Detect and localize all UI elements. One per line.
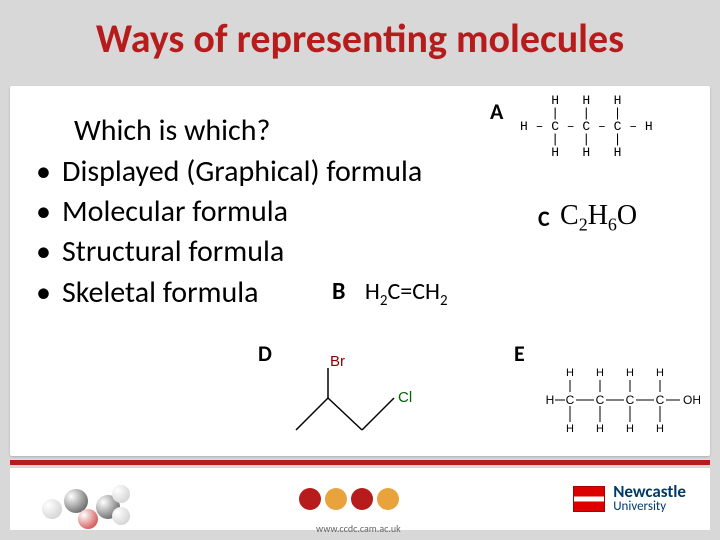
- skeletal-svg: Br Cl: [286, 352, 436, 452]
- condensed-svg: HCHHCHHCHHCHHOH: [540, 352, 700, 442]
- svg-text:H: H: [566, 423, 574, 435]
- svg-text:C: C: [626, 393, 635, 407]
- bullet-text: Molecular formula: [62, 192, 288, 232]
- label-a: A: [490, 98, 503, 125]
- svg-text:H: H: [566, 367, 574, 379]
- ccdc-logo: [299, 488, 399, 510]
- label-b: B: [332, 277, 345, 306]
- svg-text:C: C: [596, 393, 605, 407]
- figure-e: HCHHCHHCHHCHHOH: [540, 352, 700, 442]
- label-d: D: [258, 340, 272, 367]
- list-item: • Molecular formula: [36, 192, 422, 232]
- footer: Newcastle University: [10, 468, 710, 530]
- list-item: • Displayed (Graphical) formula: [36, 152, 422, 192]
- figure-d: Br Cl: [286, 352, 436, 452]
- figure-b: B H2C=CH2: [332, 277, 448, 310]
- svg-text:Cl: Cl: [398, 389, 412, 406]
- university-logo: Newcastle University: [573, 484, 686, 514]
- bullet-icon: •: [36, 152, 62, 192]
- bullet-icon: •: [36, 232, 62, 272]
- accent-line: [10, 460, 710, 465]
- bullet-icon: •: [36, 273, 62, 313]
- bullet-text: Displayed (Graphical) formula: [62, 152, 422, 192]
- label-e: E: [514, 340, 525, 367]
- figure-a: H H H | | | H – C – C – C – H | | | H H …: [520, 94, 653, 159]
- list-item: • Structural formula: [36, 232, 422, 272]
- svg-text:H: H: [626, 423, 634, 435]
- bullet-text: Structural formula: [62, 232, 284, 272]
- formula-b-text: H2C=CH2: [365, 277, 448, 306]
- university-name: Newcastle University: [613, 484, 686, 514]
- slide-title: Ways of representing molecules: [0, 14, 720, 63]
- svg-text:H: H: [656, 423, 664, 435]
- svg-text:H: H: [596, 423, 604, 435]
- svg-text:C: C: [566, 393, 575, 407]
- svg-text:C: C: [656, 393, 665, 407]
- crest-icon: [573, 486, 605, 512]
- svg-text:H: H: [656, 367, 664, 379]
- bullet-icon: •: [36, 192, 62, 232]
- svg-text:H: H: [596, 367, 604, 379]
- label-c: C: [538, 205, 550, 232]
- svg-text:Br: Br: [330, 353, 345, 370]
- ccdc-url: www.ccdc.cam.ac.uk: [316, 522, 401, 535]
- svg-text:H: H: [626, 367, 634, 379]
- bullet-text: Skeletal formula: [62, 273, 259, 313]
- svg-text:OH: OH: [683, 393, 700, 407]
- question-text: Which is which?: [74, 112, 270, 149]
- svg-text:H: H: [546, 393, 555, 407]
- molecule-3d-icon: [34, 475, 124, 523]
- figure-c: C2H6O: [560, 200, 637, 236]
